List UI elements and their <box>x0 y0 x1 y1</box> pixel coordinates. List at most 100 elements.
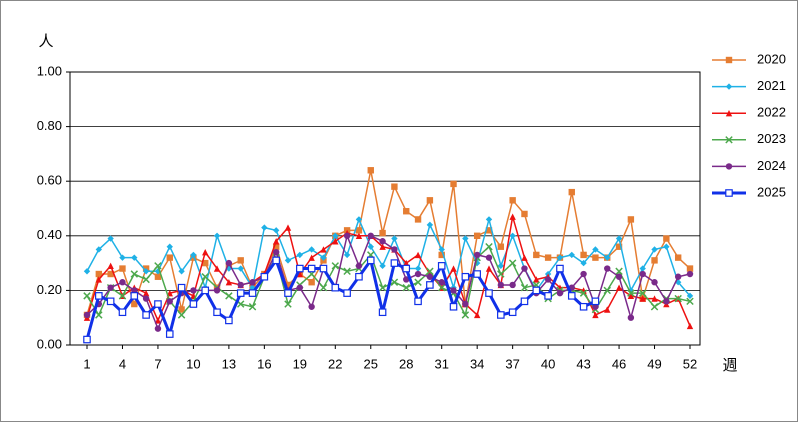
marker <box>142 295 150 302</box>
marker <box>202 248 209 256</box>
marker <box>154 300 162 308</box>
marker <box>154 262 162 270</box>
x-tick-label: 49 <box>647 356 661 371</box>
marker <box>118 308 127 317</box>
marker <box>130 292 139 300</box>
series-line <box>86 235 691 330</box>
x-tick-label: 43 <box>576 356 590 371</box>
marker <box>107 270 114 278</box>
marker <box>638 289 647 297</box>
marker <box>532 286 541 295</box>
marker <box>237 281 244 289</box>
marker <box>686 297 694 306</box>
marker <box>438 251 445 259</box>
marker <box>651 279 658 286</box>
marker <box>189 300 198 308</box>
marker <box>308 246 315 253</box>
marker <box>497 262 505 270</box>
marker <box>225 259 233 267</box>
marker <box>674 294 682 303</box>
marker <box>508 259 517 267</box>
marker <box>674 254 682 261</box>
marker <box>319 264 328 273</box>
marker <box>674 273 682 280</box>
marker <box>426 267 434 276</box>
x-tick-label: 16 <box>257 356 271 371</box>
legend-label: 2022 <box>757 105 786 120</box>
marker <box>686 265 694 272</box>
y-tick-label: 0.40 <box>37 227 62 242</box>
marker <box>485 265 493 272</box>
marker <box>248 303 257 311</box>
marker <box>485 242 493 251</box>
marker <box>131 254 138 261</box>
marker <box>272 256 280 265</box>
marker <box>131 287 138 294</box>
marker <box>509 232 516 239</box>
marker <box>651 257 658 264</box>
marker <box>686 270 694 278</box>
marker <box>497 311 505 319</box>
marker <box>391 235 398 242</box>
marker <box>391 246 398 253</box>
marker <box>725 56 733 64</box>
marker <box>332 238 339 245</box>
marker <box>592 311 599 319</box>
marker <box>248 289 257 297</box>
marker <box>284 281 292 289</box>
marker <box>556 289 564 297</box>
marker <box>130 270 139 278</box>
marker <box>533 276 540 283</box>
marker <box>567 292 576 300</box>
marker <box>296 284 304 291</box>
marker <box>639 295 646 302</box>
marker <box>556 254 564 261</box>
marker <box>272 227 280 234</box>
x-tick-label: 7 <box>154 356 161 371</box>
marker <box>414 265 422 272</box>
marker <box>390 259 399 267</box>
marker <box>521 210 528 218</box>
marker <box>308 303 315 310</box>
marker <box>296 264 304 273</box>
marker <box>449 302 458 311</box>
marker <box>201 286 210 295</box>
marker <box>225 316 233 325</box>
marker <box>651 246 658 253</box>
marker <box>343 232 351 239</box>
marker <box>497 243 505 250</box>
y-tick-label: 0.80 <box>37 118 62 133</box>
marker <box>639 265 646 272</box>
series-line <box>86 218 691 297</box>
marker <box>508 308 517 317</box>
marker <box>426 281 434 289</box>
marker <box>725 83 733 90</box>
marker <box>615 235 623 242</box>
marker <box>414 278 422 286</box>
marker <box>296 251 304 259</box>
marker <box>236 300 245 308</box>
marker <box>403 259 410 267</box>
marker <box>521 254 528 261</box>
marker <box>237 265 244 272</box>
marker <box>95 292 103 300</box>
marker <box>591 297 600 306</box>
marker <box>379 243 386 250</box>
marker <box>450 180 457 188</box>
marker <box>284 257 292 264</box>
marker <box>461 272 470 281</box>
marker <box>355 272 363 281</box>
x-tick-label: 34 <box>470 356 484 371</box>
marker <box>83 311 91 319</box>
marker <box>237 257 244 264</box>
marker <box>627 216 635 223</box>
marker <box>284 300 292 308</box>
marker <box>509 281 516 289</box>
marker <box>615 284 623 291</box>
x-tick-label: 25 <box>364 356 378 371</box>
marker <box>332 232 339 239</box>
marker <box>639 270 646 278</box>
marker <box>725 110 733 117</box>
marker <box>615 273 623 280</box>
marker <box>355 262 363 270</box>
